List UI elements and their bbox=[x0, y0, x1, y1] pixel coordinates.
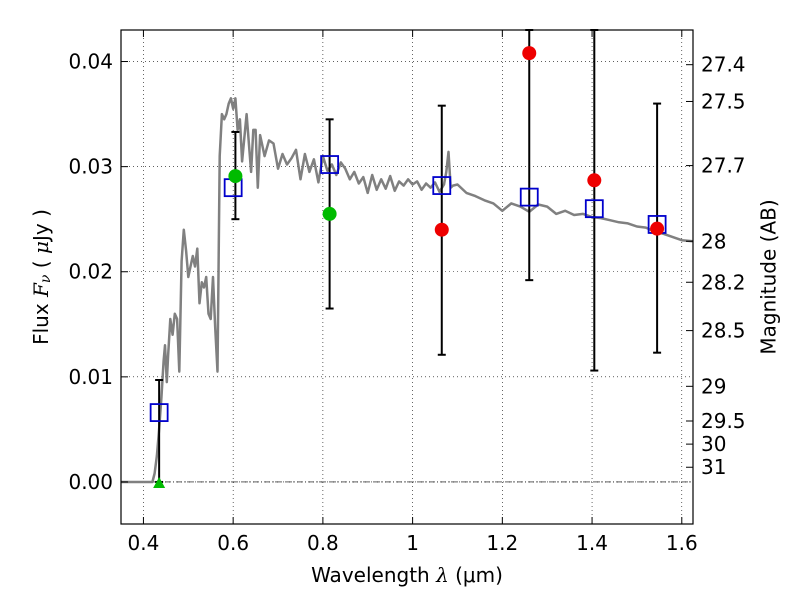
x-tick-label: 1.4 bbox=[576, 531, 608, 555]
right-axis-label: Magnitude (AB) bbox=[757, 199, 781, 354]
y-tick-label: 0.04 bbox=[68, 50, 113, 74]
model-flux-square bbox=[519, 187, 539, 207]
x-tick-label: 1 bbox=[406, 531, 419, 555]
mag-tick-label: 28 bbox=[701, 229, 726, 253]
plot-frame bbox=[120, 29, 694, 525]
y-tick-label: 0.02 bbox=[68, 260, 113, 284]
y-axis-label: Flux Fν ( μJy ) bbox=[29, 209, 55, 345]
mag-tick-label: 29.5 bbox=[701, 409, 746, 433]
mag-tick-label: 27.7 bbox=[701, 154, 746, 178]
data-markers bbox=[149, 46, 667, 488]
x-axis-label: Wavelength λ (μm) bbox=[311, 563, 503, 587]
y-axis-ticks: 0.00 0.01 0.02 0.03 0.04 bbox=[68, 50, 128, 494]
sed-curve-group bbox=[121, 97, 694, 484]
observed-flux-red bbox=[650, 221, 665, 236]
observed-flux-red bbox=[522, 46, 537, 61]
mag-tick-label: 29 bbox=[701, 374, 726, 398]
x-tick-label: 0.8 bbox=[307, 531, 339, 555]
mag-tick-label: 30 bbox=[701, 432, 726, 456]
y-tick-label: 0.00 bbox=[68, 470, 113, 494]
error-bars bbox=[155, 29, 662, 483]
x-tick-label: 0.4 bbox=[128, 531, 160, 555]
upper-limit-triangle bbox=[153, 476, 166, 488]
mag-tick-label: 27.4 bbox=[701, 53, 746, 77]
sed-model-curve bbox=[121, 97, 694, 484]
model-flux-square bbox=[432, 176, 452, 195]
x-axis-ticks: 0.4 0.6 0.8 1 1.2 1.4 1.6 bbox=[128, 30, 698, 555]
mag-tick-label: 31 bbox=[701, 455, 726, 479]
observed-flux-green bbox=[228, 169, 243, 184]
mag-tick-label: 28.2 bbox=[701, 270, 746, 294]
y-tick-label: 0.03 bbox=[68, 155, 113, 179]
model-flux-square bbox=[584, 199, 604, 219]
model-flux-square bbox=[320, 155, 340, 174]
x-tick-label: 1.2 bbox=[486, 531, 518, 555]
mag-tick-label: 27.5 bbox=[701, 89, 746, 113]
mag-tick-label: 28.5 bbox=[701, 319, 746, 343]
observed-flux-red bbox=[587, 173, 602, 188]
x-tick-label: 1.6 bbox=[666, 531, 698, 555]
observed-flux-red bbox=[434, 222, 449, 237]
y-tick-label: 0.01 bbox=[68, 365, 113, 389]
observed-flux-green bbox=[322, 206, 337, 221]
model-flux-square bbox=[149, 403, 169, 422]
x-tick-label: 0.6 bbox=[217, 531, 249, 555]
